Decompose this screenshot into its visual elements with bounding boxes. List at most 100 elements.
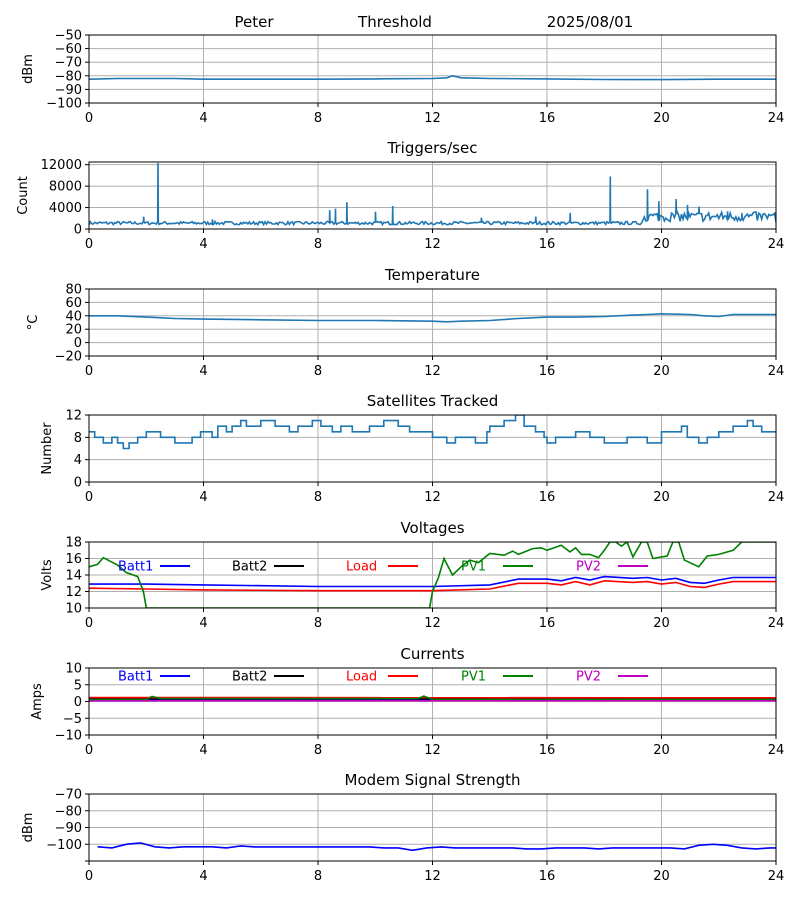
plot-frame <box>88 161 777 230</box>
panel-6: −70−80 −90 −100 0 4 8 12 16 20 24 Modem Signal Str… <box>21 771 784 884</box>
y-tick-label: 8000 <box>49 180 82 195</box>
y-axis-label: dBm <box>21 813 36 843</box>
x-tick-label: 8 <box>314 743 322 758</box>
series-line-data <box>89 312 776 323</box>
x-tick-label: 24 <box>768 743 785 758</box>
y-tick-label: 80 <box>65 283 82 298</box>
x-tick-label: 4 <box>199 869 207 884</box>
y-axis-label: Amps <box>30 683 45 720</box>
x-tick-label: 16 <box>539 616 556 631</box>
legend-label-load: Load <box>346 670 377 685</box>
series-line-PV1 <box>89 695 776 701</box>
x-tick-label: 8 <box>314 490 322 505</box>
legend-label-batt1: Batt1 <box>118 560 153 575</box>
x-tick-label: 12 <box>424 111 441 126</box>
y-tick-label: −100 <box>46 97 82 112</box>
x-tick-label: 24 <box>768 490 785 505</box>
y-tick-label: −90 <box>55 821 82 836</box>
series-line-data <box>89 163 776 227</box>
x-tick-label: 4 <box>199 616 207 631</box>
x-tick-label: 12 <box>424 364 441 379</box>
x-tick-label: 20 <box>653 743 670 758</box>
x-tick-label: 16 <box>539 237 556 252</box>
x-tick-label: 4 <box>199 111 207 126</box>
x-tick-label: 8 <box>314 364 322 379</box>
x-tick-label: 0 <box>85 743 93 758</box>
y-tick-label: 0 <box>74 336 82 351</box>
series-line-data <box>89 415 776 450</box>
x-tick-label: 24 <box>768 364 785 379</box>
x-tick-label: 20 <box>653 869 670 884</box>
x-tick-label: 24 <box>768 616 785 631</box>
panel-3: 12 8 4 00 4 8 12 16 20 24 Satellites Tracked Number <box>40 392 784 505</box>
header-name: Peter <box>234 13 274 31</box>
legend-label-pv2: PV2 <box>576 670 601 685</box>
x-tick-label: 20 <box>653 237 670 252</box>
x-tick-label: 4 <box>199 743 207 758</box>
chart-title: Modem Signal Strength <box>345 771 521 789</box>
x-tick-label: 0 <box>85 490 93 505</box>
y-tick-label: −70 <box>55 56 82 71</box>
header-date: 2025/08/01 <box>547 13 633 31</box>
y-tick-label: 16 <box>65 552 82 567</box>
x-tick-label: 0 <box>85 111 93 126</box>
x-tick-label: 24 <box>768 111 785 126</box>
y-tick-label: −10 <box>55 729 82 744</box>
plot-frame <box>88 34 777 104</box>
y-tick-label: 10 <box>65 662 82 677</box>
legend-label-batt1: Batt1 <box>118 670 153 685</box>
y-tick-label: 18 <box>65 536 82 551</box>
x-tick-label: 0 <box>85 616 93 631</box>
series-line-PV1 <box>89 542 776 608</box>
x-tick-label: 12 <box>424 616 441 631</box>
series-line-data <box>97 842 776 852</box>
y-tick-label: 8 <box>74 431 82 446</box>
x-tick-label: 20 <box>653 616 670 631</box>
y-tick-label: −20 <box>55 350 82 365</box>
x-tick-label: 4 <box>199 237 207 252</box>
x-tick-label: 16 <box>539 743 556 758</box>
x-tick-label: 20 <box>653 490 670 505</box>
x-tick-label: 24 <box>768 237 785 252</box>
y-tick-label: −70 <box>55 788 82 803</box>
x-tick-label: 8 <box>314 616 322 631</box>
x-tick-label: 16 <box>539 111 556 126</box>
x-tick-label: 12 <box>424 237 441 252</box>
series-line-Batt1 <box>89 575 776 588</box>
x-tick-label: 16 <box>539 364 556 379</box>
y-tick-label: −80 <box>55 804 82 819</box>
y-tick-label: −90 <box>55 83 82 98</box>
y-tick-label: −80 <box>55 69 82 84</box>
x-tick-label: 16 <box>539 869 556 884</box>
series-line-Load <box>89 579 776 592</box>
x-tick-label: 12 <box>424 869 441 884</box>
plot-frame <box>88 667 777 736</box>
y-tick-label: 12 <box>65 585 82 600</box>
x-tick-label: 12 <box>424 490 441 505</box>
y-tick-label: 0 <box>74 223 82 238</box>
y-tick-label: 12 <box>65 409 82 424</box>
x-tick-label: 8 <box>314 237 322 252</box>
x-tick-label: 8 <box>314 111 322 126</box>
y-tick-label: 14 <box>65 569 82 584</box>
legend-label-pv1: PV1 <box>461 670 486 685</box>
x-tick-label: 16 <box>539 490 556 505</box>
plot-frame <box>88 414 777 483</box>
panel-1: 12000 8000 4000 00 4 8 12 16 20 24 Triggers/sec Cou… <box>16 139 784 252</box>
chart-title: Voltages <box>400 519 464 537</box>
y-tick-label: −50 <box>55 29 82 44</box>
plot-frame <box>88 288 777 357</box>
y-tick-label: 40 <box>65 309 82 324</box>
legend-label-batt2: Batt2 <box>232 560 267 575</box>
legend-label-pv1: PV1 <box>461 560 486 575</box>
plot-frame <box>88 541 777 609</box>
y-axis-label: °C <box>26 315 41 331</box>
y-tick-label: 60 <box>65 296 82 311</box>
y-axis-label: dBm <box>21 54 36 84</box>
chart-title: Currents <box>400 645 464 663</box>
x-tick-label: 20 <box>653 364 670 379</box>
series-line-data <box>89 74 776 81</box>
